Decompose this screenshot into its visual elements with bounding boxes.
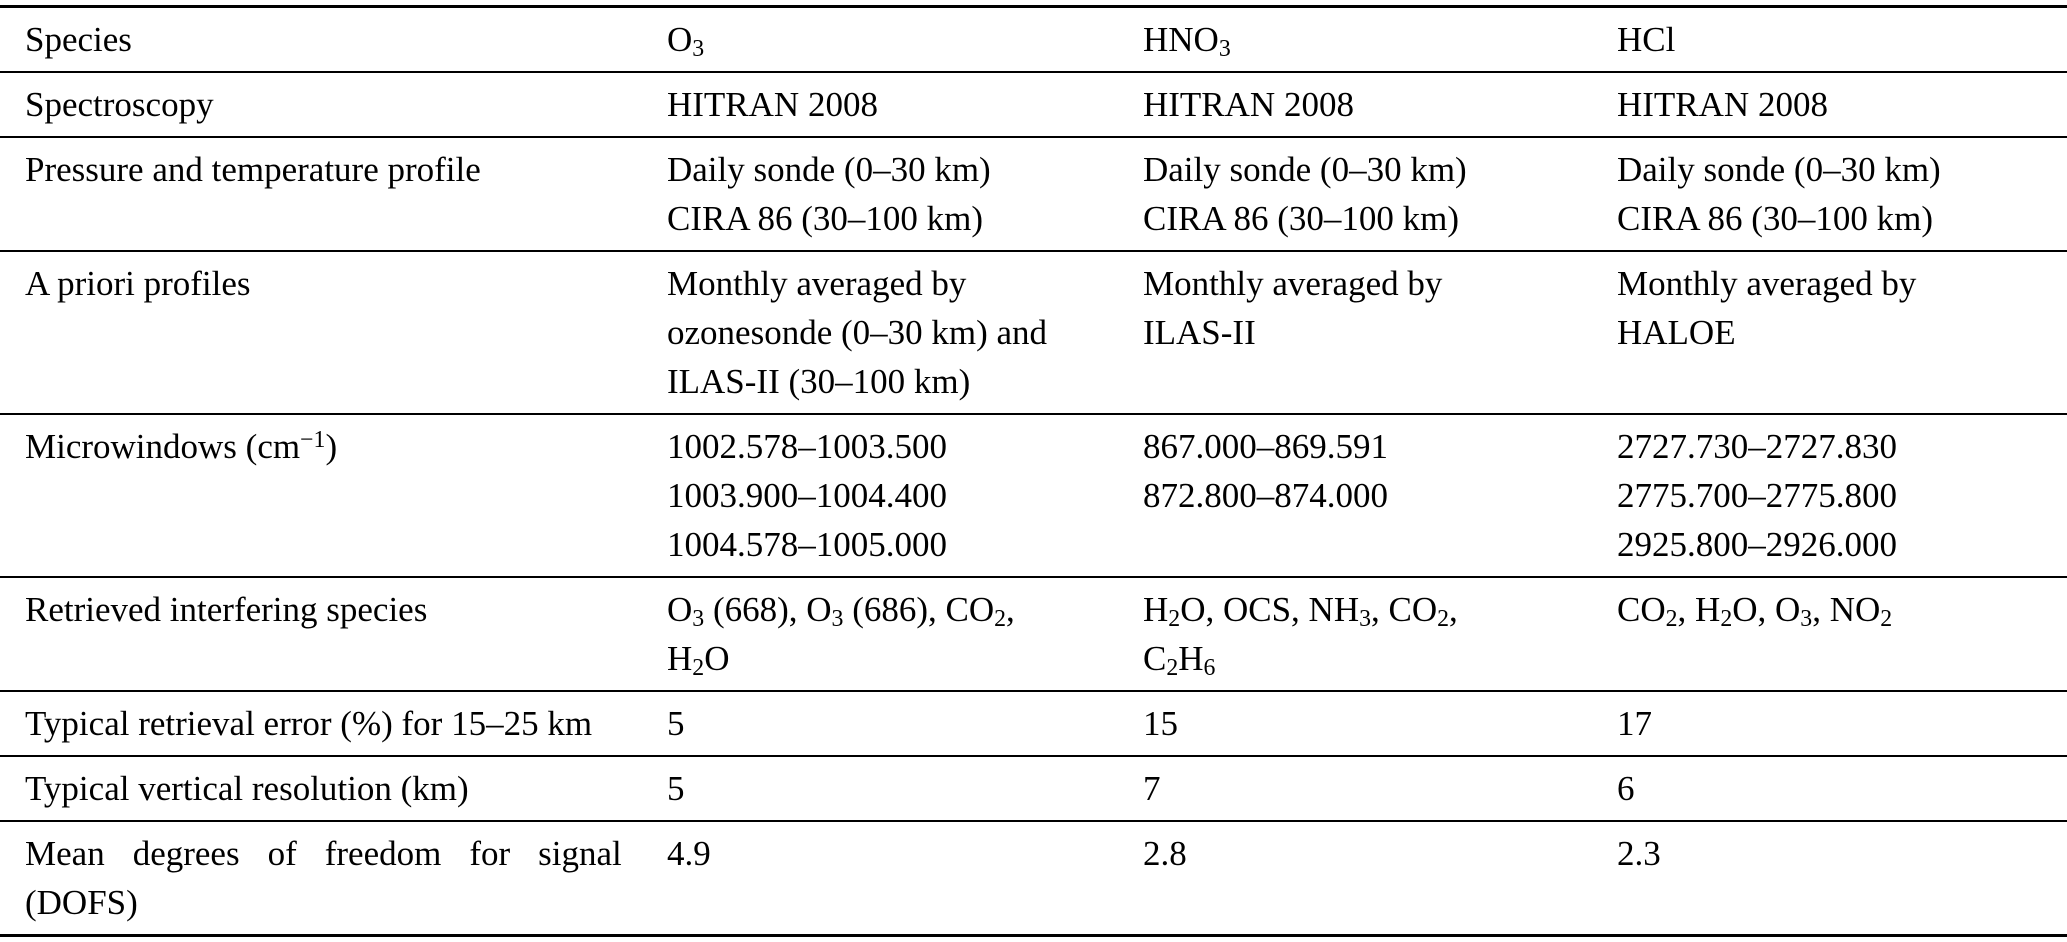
table-row-retrieval-error: Typical retrieval error (%) for 15–25 km… (0, 691, 2067, 757)
row-label-apriori: A priori profiles (0, 251, 667, 415)
value-cell: 2.8 (1143, 821, 1617, 937)
value-cell: 867.000–869.591 872.800–874.000 (1143, 414, 1617, 578)
row-label-species: Species (0, 6, 667, 73)
retrieval-parameters-table: Species O3 HNO3 HCl Spectroscopy HITRAN … (0, 5, 2067, 937)
header-cell-hno3: HNO3 (1143, 6, 1617, 73)
value-cell: HITRAN 2008 (667, 72, 1143, 138)
value-cell: 6 (1617, 756, 2067, 822)
table-row-dofs: Mean degrees of freedom for signal (DOFS)… (0, 821, 2067, 937)
row-label-interfering-species: Retrieved interfering species (0, 577, 667, 692)
value-cell: 5 (667, 691, 1143, 757)
header-cell-o3: O3 (667, 6, 1143, 73)
value-cell: HITRAN 2008 (1143, 72, 1617, 138)
value-cell: O3 (668), O3 (686), CO2, H2O (667, 577, 1143, 692)
row-label-microwindows: Microwindows (cm−1) (0, 414, 667, 578)
value-cell: 15 (1143, 691, 1617, 757)
value-cell: 2.3 (1617, 821, 2067, 937)
value-cell: 4.9 (667, 821, 1143, 937)
value-cell: H2O, OCS, NH3, CO2, C2H6 (1143, 577, 1617, 692)
value-cell: Daily sonde (0–30 km) CIRA 86 (30–100 km) (1617, 137, 2067, 252)
value-cell: 7 (1143, 756, 1617, 822)
row-label-dofs: Mean degrees of freedom for signal (DOFS) (0, 821, 667, 937)
value-cell: 1002.578–1003.500 1003.900–1004.400 1004.5… (667, 414, 1143, 578)
value-cell: 2727.730–2727.830 2775.700–2775.800 2925.8… (1617, 414, 2067, 578)
value-cell: Daily sonde (0–30 km) CIRA 86 (30–100 km) (1143, 137, 1617, 252)
row-label-vertical-resolution: Typical vertical resolution (km) (0, 756, 667, 822)
value-cell: HITRAN 2008 (1617, 72, 2067, 138)
value-cell: 17 (1617, 691, 2067, 757)
table-row-apriori: A priori profiles Monthly averaged by ozo… (0, 251, 2067, 415)
value-cell: 5 (667, 756, 1143, 822)
value-cell: Monthly averaged by ILAS-II (1143, 251, 1617, 415)
value-cell: CO2, H2O, O3, NO2 (1617, 577, 2067, 692)
row-label-spectroscopy: Spectroscopy (0, 72, 667, 138)
table-row-interfering-species: Retrieved interfering species O3 (668), … (0, 577, 2067, 692)
table-row-spectroscopy: Spectroscopy HITRAN 2008 HITRAN 2008 HIT… (0, 72, 2067, 138)
value-cell: Monthly averaged by HALOE (1617, 251, 2067, 415)
table-row-microwindows: Microwindows (cm−1) 1002.578–1003.500 100… (0, 414, 2067, 578)
table-row-species: Species O3 HNO3 HCl (0, 6, 2067, 73)
value-cell: Daily sonde (0–30 km) CIRA 86 (30–100 km) (667, 137, 1143, 252)
table-row-vertical-resolution: Typical vertical resolution (km) 5 7 6 (0, 756, 2067, 822)
value-cell: Monthly averaged by ozonesonde (0–30 km) … (667, 251, 1143, 415)
row-label-pressure-temperature: Pressure and temperature profile (0, 137, 667, 252)
row-label-retrieval-error: Typical retrieval error (%) for 15–25 km (0, 691, 667, 757)
table-row-pressure-temperature: Pressure and temperature profile Daily s… (0, 137, 2067, 252)
header-cell-hcl: HCl (1617, 6, 2067, 73)
